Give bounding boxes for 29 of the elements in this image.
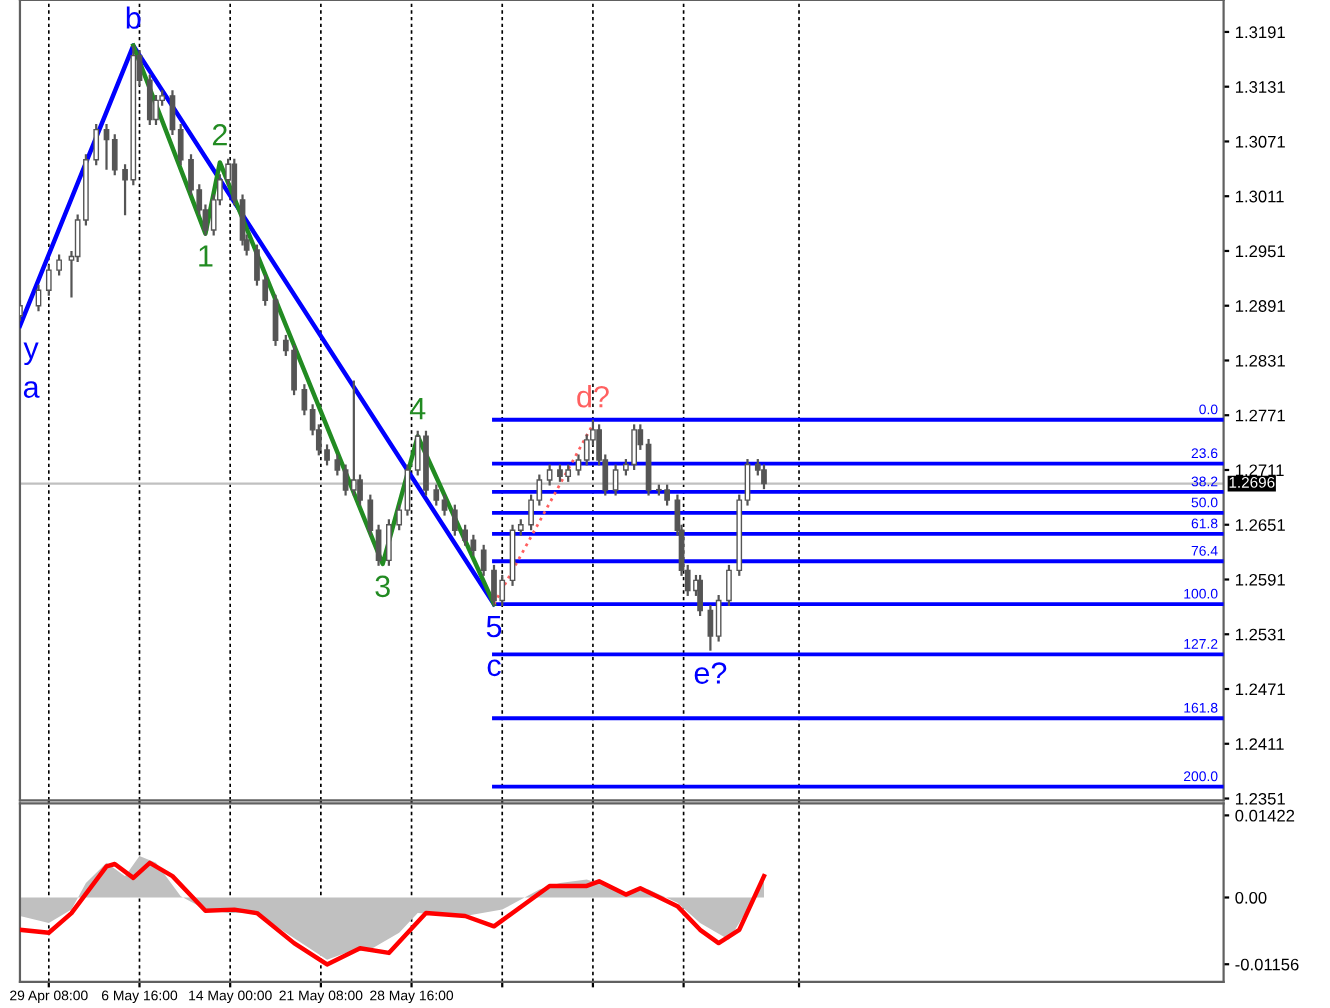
y-tick-label: -0.01156 (1235, 958, 1299, 971)
y-tick-label: 1.2831 (1235, 354, 1285, 367)
y-tick-label: 0.00 (1235, 891, 1267, 904)
y-tick-label: 1.2351 (1235, 792, 1285, 805)
y-tick-label: 1.2591 (1235, 573, 1285, 586)
y-tick-label: 1.2891 (1235, 300, 1285, 312)
y-tick-label: 1.2531 (1235, 628, 1285, 641)
y-tick-label: 1.2951 (1235, 245, 1285, 258)
annotation: a (23, 381, 40, 398)
y-tick-label: 1.2411 (1235, 738, 1284, 750)
annotation: d? (577, 385, 609, 408)
y-tick-label: 1.2711 (1235, 464, 1284, 477)
y-tick-label: 1.3191 (1235, 26, 1285, 39)
annotation: b (126, 6, 141, 29)
annotation: 5 (486, 616, 502, 638)
y-tick-label: 1.3131 (1235, 81, 1285, 93)
annotation: c (487, 659, 501, 677)
annotation: 3 (375, 575, 390, 598)
y-tick-label: 1.2471 (1235, 683, 1285, 696)
annotation: 2 (212, 124, 227, 146)
y-tick-label: 0.01422 (1235, 809, 1295, 822)
y-tick-label: 1.3011 (1235, 190, 1284, 203)
annotation: 1 (199, 245, 213, 267)
y-tick-label: 1.3071 (1235, 135, 1285, 148)
annotation: e? (694, 662, 727, 684)
y-tick-label: 1.2651 (1235, 519, 1285, 531)
annotation: y (23, 342, 39, 366)
annotation: 4 (409, 398, 426, 420)
y-tick-label: 1.2771 (1235, 409, 1285, 422)
